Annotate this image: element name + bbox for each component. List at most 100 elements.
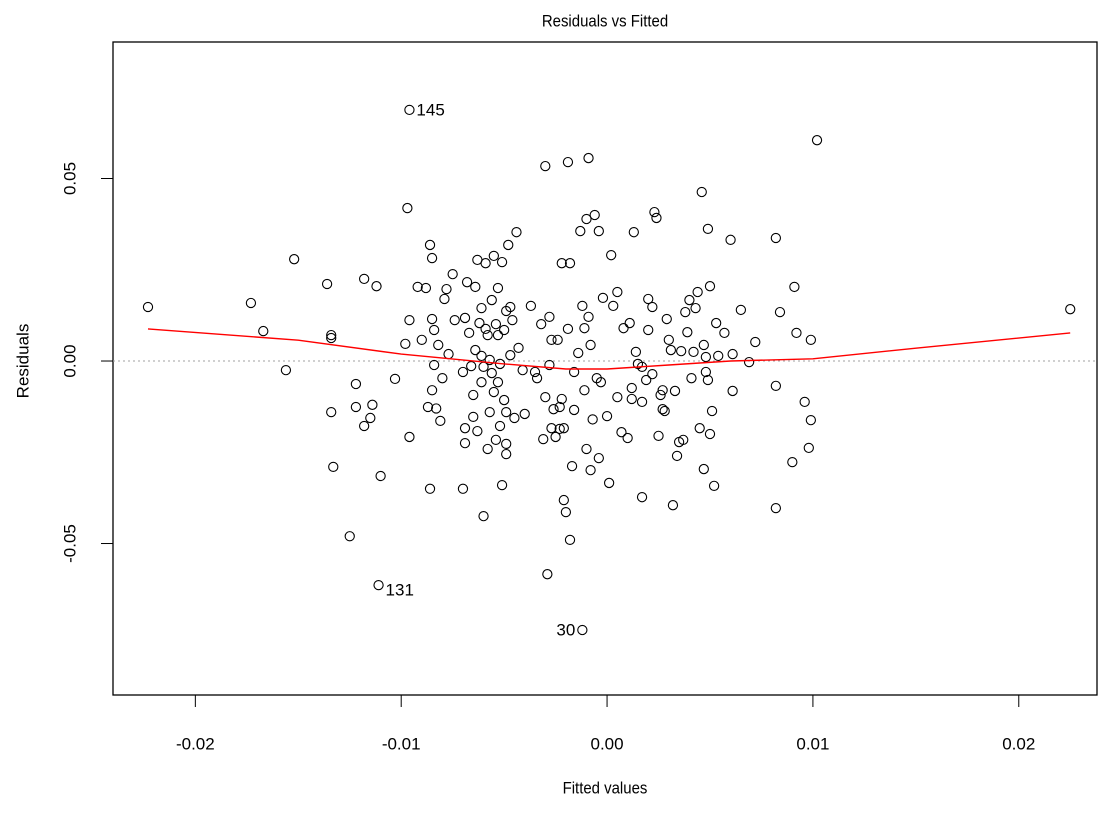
point <box>517 364 528 376</box>
point <box>727 348 738 360</box>
point <box>643 324 654 336</box>
point <box>573 347 584 359</box>
point <box>725 234 736 245</box>
x-tick-label: 0.02 <box>1002 734 1035 753</box>
point <box>799 396 810 408</box>
point <box>486 294 497 306</box>
point <box>441 283 452 295</box>
point <box>492 377 504 388</box>
point <box>803 442 814 454</box>
point <box>774 306 786 318</box>
point <box>566 460 578 472</box>
point <box>651 212 662 224</box>
y-axis-label: Residuals <box>13 324 32 399</box>
point <box>350 401 362 413</box>
point <box>544 359 555 371</box>
point <box>501 438 512 450</box>
point <box>437 373 448 384</box>
point <box>585 465 596 476</box>
point <box>589 209 600 221</box>
point <box>470 281 481 293</box>
point <box>412 281 423 293</box>
point <box>472 425 483 437</box>
point <box>770 502 782 514</box>
point <box>468 389 479 401</box>
point <box>498 394 510 406</box>
point <box>690 302 701 314</box>
point <box>496 479 508 491</box>
point <box>486 367 497 379</box>
point <box>560 506 572 518</box>
point <box>501 448 512 460</box>
point <box>505 350 516 361</box>
point <box>431 403 442 414</box>
point <box>612 286 623 298</box>
point <box>503 239 514 251</box>
point <box>727 385 738 397</box>
point <box>568 366 580 378</box>
point <box>447 268 458 280</box>
point <box>466 360 477 372</box>
point <box>505 301 516 313</box>
point <box>498 324 510 336</box>
point <box>700 366 712 378</box>
point <box>680 306 691 318</box>
y-tick-label: -0.05 <box>60 524 79 563</box>
point <box>696 186 707 198</box>
point <box>404 104 415 116</box>
point <box>805 414 817 426</box>
point <box>457 366 469 378</box>
point <box>678 434 689 446</box>
point <box>426 252 438 264</box>
point <box>595 377 607 388</box>
point <box>482 443 493 455</box>
point <box>704 428 716 440</box>
point <box>603 477 615 489</box>
point <box>463 327 475 339</box>
chart-title: Residuals vs Fitted <box>542 13 668 31</box>
point <box>404 314 415 326</box>
point <box>428 324 440 336</box>
point <box>507 314 518 326</box>
point <box>667 500 679 511</box>
point <box>770 380 782 391</box>
point <box>529 366 541 378</box>
point <box>665 344 677 356</box>
point <box>550 431 561 443</box>
point <box>612 392 623 403</box>
point <box>661 313 672 325</box>
point <box>424 483 436 494</box>
point <box>626 393 637 405</box>
point <box>657 404 668 415</box>
point <box>426 313 438 325</box>
point <box>358 273 370 285</box>
point <box>435 415 446 427</box>
point <box>476 350 487 362</box>
point <box>459 437 471 449</box>
point <box>321 278 333 290</box>
point <box>478 510 489 522</box>
point <box>657 385 668 396</box>
x-tick-label: -0.02 <box>176 734 215 753</box>
point <box>811 135 823 146</box>
point <box>750 336 761 348</box>
point <box>636 396 648 408</box>
point <box>461 277 473 288</box>
point <box>702 374 714 386</box>
point <box>488 386 499 398</box>
point <box>468 411 479 423</box>
point <box>659 405 670 417</box>
point <box>641 374 652 386</box>
point <box>142 301 154 313</box>
point <box>554 401 565 413</box>
point <box>416 334 427 345</box>
point <box>531 373 543 384</box>
point <box>735 304 747 316</box>
point <box>618 323 629 334</box>
point <box>459 423 471 434</box>
point <box>289 254 300 265</box>
point <box>490 434 502 446</box>
point <box>630 346 642 358</box>
point <box>1065 304 1076 315</box>
point <box>439 293 450 305</box>
